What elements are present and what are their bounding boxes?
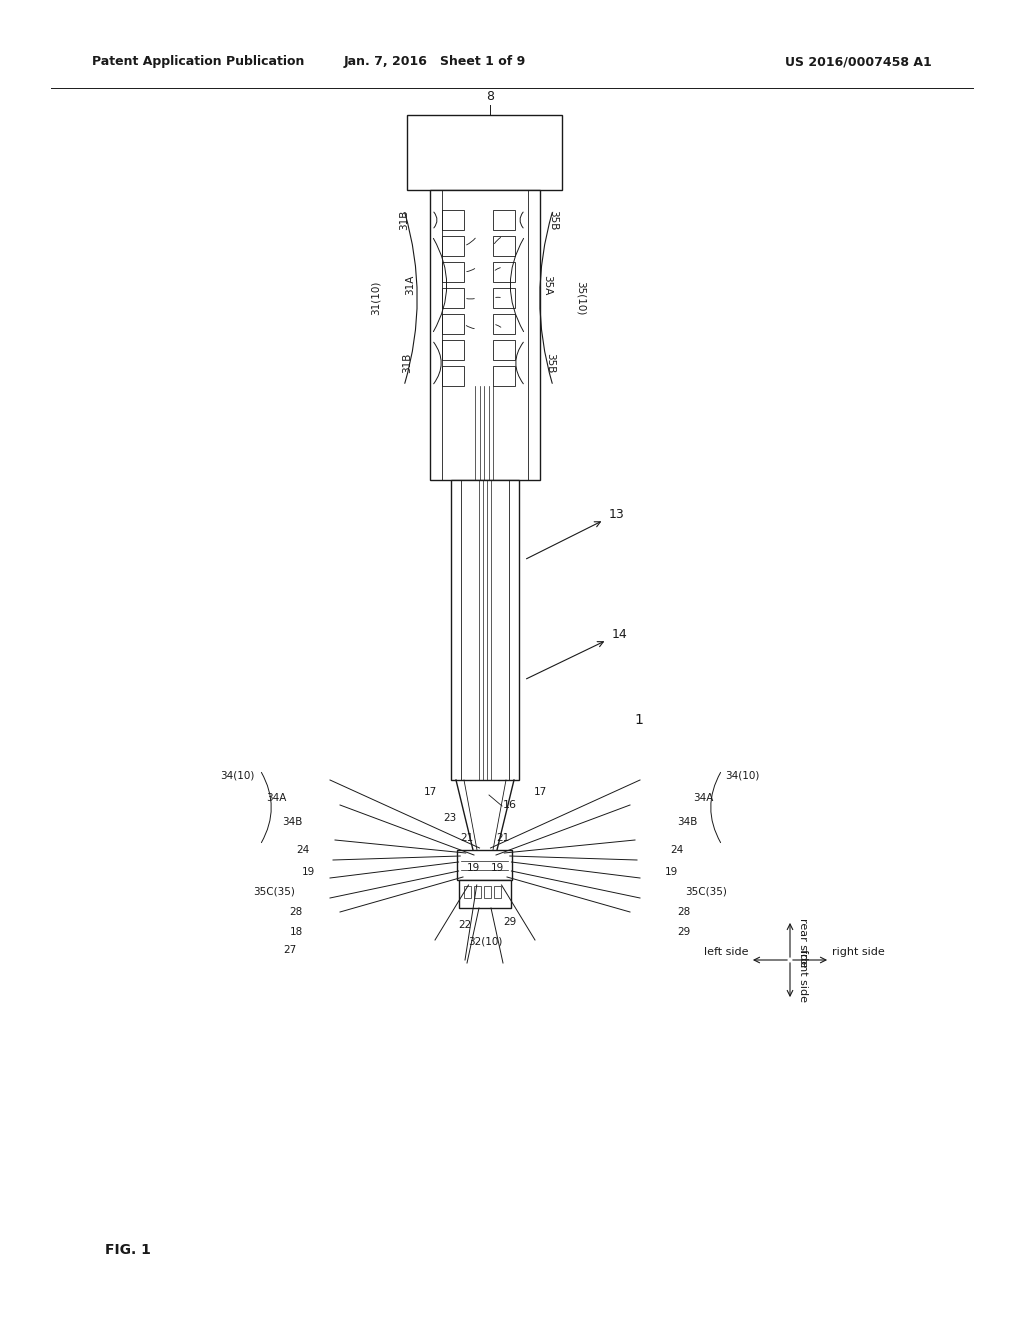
Bar bbox=[494, 886, 501, 898]
Text: 23: 23 bbox=[443, 813, 457, 822]
Bar bbox=[442, 261, 464, 282]
Text: right side: right side bbox=[831, 946, 885, 957]
Text: 35B: 35B bbox=[548, 210, 558, 230]
Bar bbox=[442, 341, 464, 360]
Text: 35(10): 35(10) bbox=[575, 281, 586, 315]
Text: 16: 16 bbox=[503, 800, 517, 810]
Text: 28: 28 bbox=[290, 907, 303, 917]
Text: 35C(35): 35C(35) bbox=[685, 887, 727, 898]
Bar bbox=[442, 314, 464, 334]
Bar bbox=[493, 236, 515, 256]
Text: 24: 24 bbox=[670, 845, 683, 855]
Text: 28: 28 bbox=[677, 907, 690, 917]
Text: 34(10): 34(10) bbox=[725, 770, 760, 780]
Bar bbox=[430, 190, 540, 480]
Text: 34A: 34A bbox=[266, 793, 287, 803]
Bar bbox=[442, 366, 464, 385]
Text: 31B: 31B bbox=[399, 210, 409, 230]
Text: 21: 21 bbox=[461, 833, 474, 843]
Bar bbox=[493, 288, 515, 308]
Text: 17: 17 bbox=[534, 787, 547, 797]
Text: FIG. 1: FIG. 1 bbox=[105, 1243, 151, 1257]
Text: 14: 14 bbox=[612, 628, 628, 642]
Text: 35C(35): 35C(35) bbox=[253, 887, 295, 898]
Bar bbox=[493, 341, 515, 360]
Text: 19: 19 bbox=[665, 867, 678, 876]
Bar bbox=[493, 261, 515, 282]
Text: rear side: rear side bbox=[798, 917, 808, 968]
Text: 24: 24 bbox=[297, 845, 310, 855]
Text: 35B: 35B bbox=[545, 352, 555, 374]
Text: 35A: 35A bbox=[542, 275, 552, 296]
Text: 29: 29 bbox=[677, 927, 690, 937]
Bar bbox=[484, 886, 490, 898]
Text: 22: 22 bbox=[459, 920, 472, 931]
Text: 31(10): 31(10) bbox=[371, 281, 381, 315]
Text: 21: 21 bbox=[497, 833, 510, 843]
Text: Patent Application Publication: Patent Application Publication bbox=[92, 55, 304, 69]
Text: 8: 8 bbox=[486, 91, 494, 103]
Text: 34B: 34B bbox=[677, 817, 697, 828]
Text: 29: 29 bbox=[504, 917, 517, 927]
Bar bbox=[442, 236, 464, 256]
Bar bbox=[474, 886, 481, 898]
Bar bbox=[442, 210, 464, 230]
Text: Jan. 7, 2016   Sheet 1 of 9: Jan. 7, 2016 Sheet 1 of 9 bbox=[344, 55, 526, 69]
Bar bbox=[459, 880, 511, 908]
Text: 32(10): 32(10) bbox=[468, 937, 502, 946]
Text: left side: left side bbox=[703, 946, 748, 957]
Text: 31B: 31B bbox=[402, 352, 412, 374]
Bar bbox=[493, 314, 515, 334]
Bar bbox=[493, 210, 515, 230]
Text: 34B: 34B bbox=[283, 817, 303, 828]
Text: 17: 17 bbox=[423, 787, 436, 797]
Text: 34A: 34A bbox=[693, 793, 714, 803]
Text: 19: 19 bbox=[466, 863, 479, 873]
Text: 19: 19 bbox=[302, 867, 315, 876]
Text: 27: 27 bbox=[284, 945, 297, 954]
Bar bbox=[458, 850, 512, 880]
Text: 18: 18 bbox=[290, 927, 303, 937]
Text: 19: 19 bbox=[490, 863, 504, 873]
Text: 34(10): 34(10) bbox=[220, 770, 255, 780]
Bar bbox=[442, 288, 464, 308]
Bar bbox=[408, 115, 562, 190]
Text: US 2016/0007458 A1: US 2016/0007458 A1 bbox=[785, 55, 932, 69]
Bar bbox=[464, 886, 471, 898]
Text: front side: front side bbox=[798, 949, 808, 1002]
Text: 31A: 31A bbox=[406, 275, 415, 296]
Text: 13: 13 bbox=[609, 508, 625, 521]
Bar bbox=[451, 480, 519, 780]
Bar bbox=[493, 366, 515, 385]
Text: 1: 1 bbox=[634, 713, 643, 727]
